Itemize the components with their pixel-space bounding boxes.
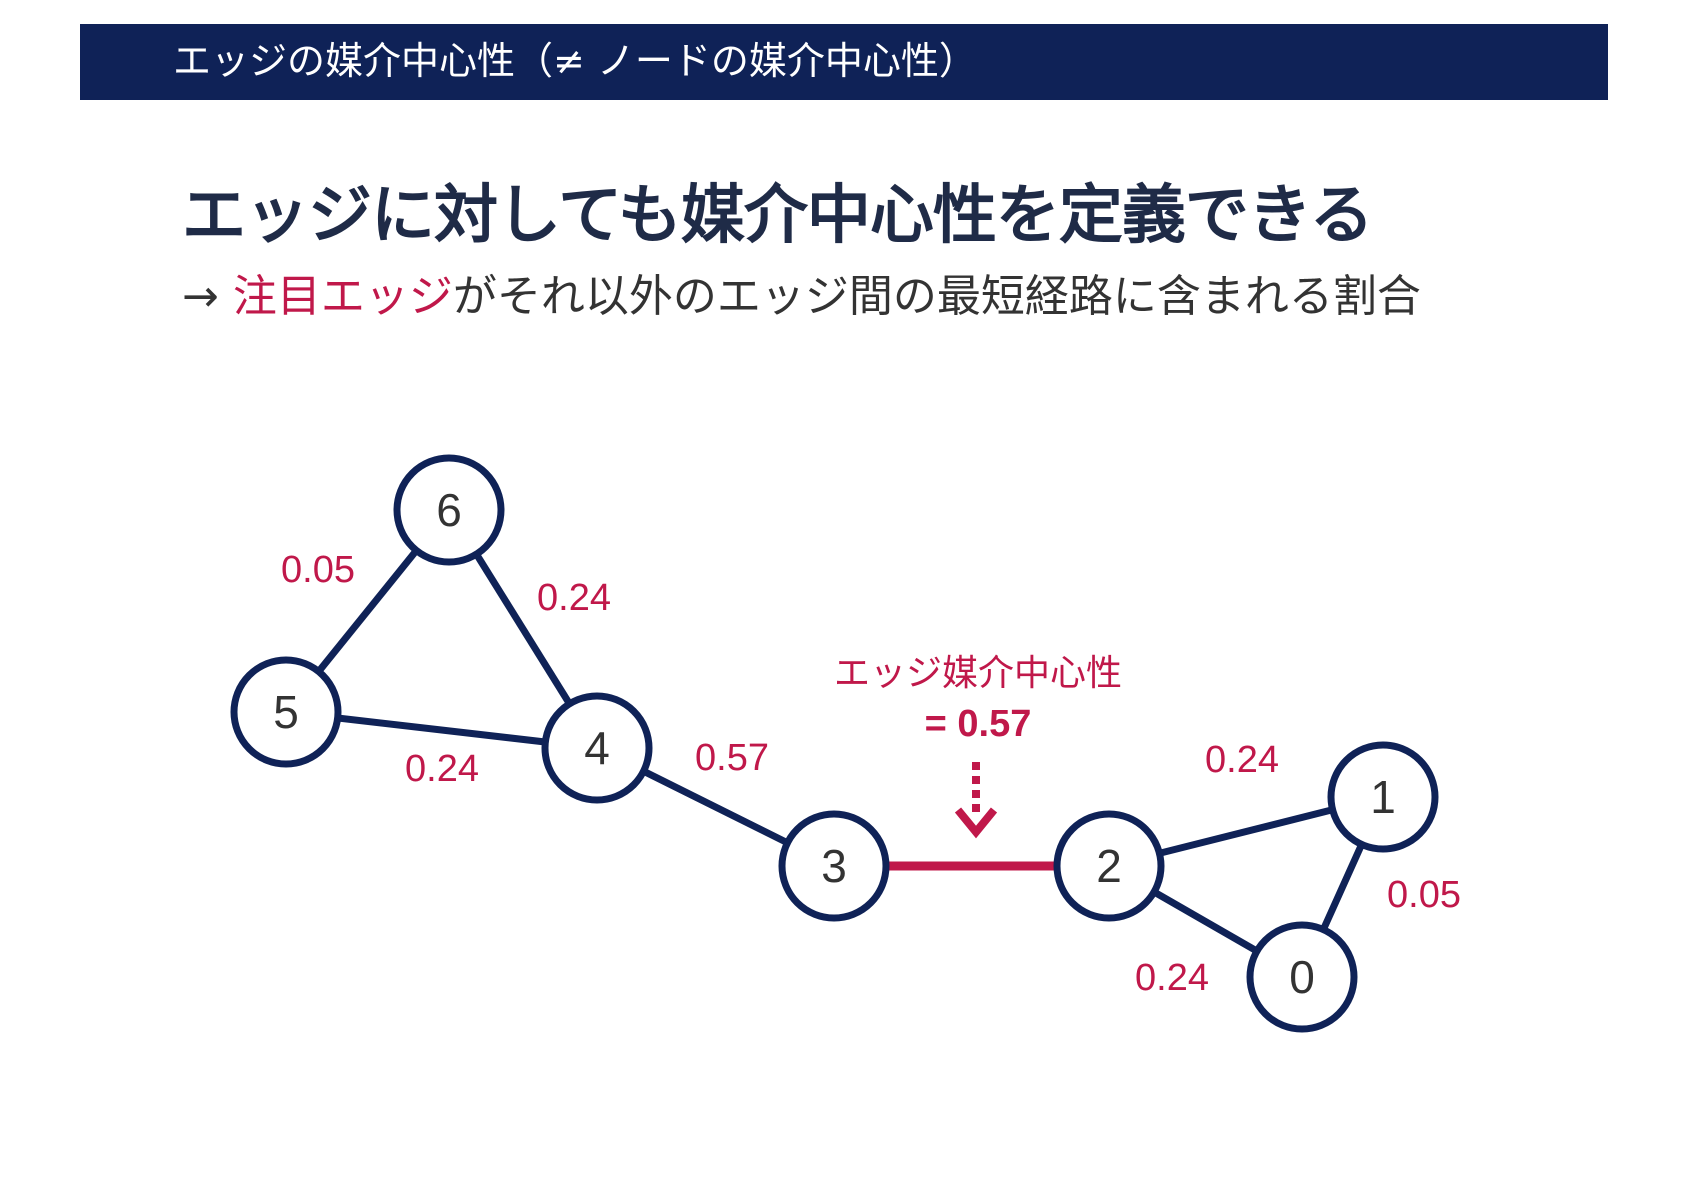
node-label: 0 — [1289, 951, 1315, 1003]
node-label: 1 — [1370, 771, 1396, 823]
annotation-value: = 0.57 — [925, 703, 1032, 745]
header-title: エッジの媒介中心性（≠ ノードの媒介中心性） — [173, 39, 977, 83]
node-label: 5 — [273, 686, 299, 738]
subtitle: → 注目エッジがそれ以外のエッジ間の最短経路に含まれる割合 — [182, 270, 1421, 324]
node-circle — [1327, 741, 1439, 853]
node-circle — [541, 692, 653, 804]
edge-weight-label: 0.24 — [1135, 957, 1209, 999]
edge-weight-label: 0.24 — [405, 748, 479, 790]
node-circle — [230, 656, 342, 768]
node-0: 0 — [1246, 921, 1358, 1033]
node-3: 3 — [778, 810, 890, 922]
node-label: 3 — [821, 840, 847, 892]
node-6: 6 — [393, 454, 505, 566]
edge-weight-label: 0.24 — [1205, 739, 1279, 781]
node-label: 6 — [436, 484, 462, 536]
edge-weights-layer: 0.05 0.24 0.24 0.57 0.24 0.24 0.05 — [281, 549, 1461, 999]
subtitle-arrow: → — [182, 271, 219, 322]
edge-weight-label: 0.24 — [537, 577, 611, 619]
nodes-layer: 0 1 2 3 4 5 6 — [230, 454, 1439, 1033]
edge-weight-label: 0.57 — [695, 737, 769, 779]
node-5: 5 — [230, 656, 342, 768]
node-circle — [1246, 921, 1358, 1033]
node-label: 2 — [1096, 840, 1122, 892]
edge-weight-label: 0.05 — [1387, 874, 1461, 916]
node-label: 4 — [584, 722, 610, 774]
down-arrow-icon — [954, 762, 998, 839]
subtitle-rest: がそれ以外のエッジ間の最短経路に含まれる割合 — [452, 271, 1421, 322]
subtitle-highlight: 注目エッジ — [232, 271, 453, 322]
header-bar: エッジの媒介中心性（≠ ノードの媒介中心性） — [80, 24, 1608, 100]
node-circle — [393, 454, 505, 566]
node-2: 2 — [1053, 810, 1165, 922]
node-1: 1 — [1327, 741, 1439, 853]
main-title: エッジに対しても媒介中心性を定義できる — [182, 179, 1374, 253]
annotation-label: エッジ媒介中心性 — [834, 653, 1122, 694]
edge-weight-label: 0.05 — [281, 549, 355, 591]
node-circle — [1053, 810, 1165, 922]
node-4: 4 — [541, 692, 653, 804]
node-circle — [778, 810, 890, 922]
